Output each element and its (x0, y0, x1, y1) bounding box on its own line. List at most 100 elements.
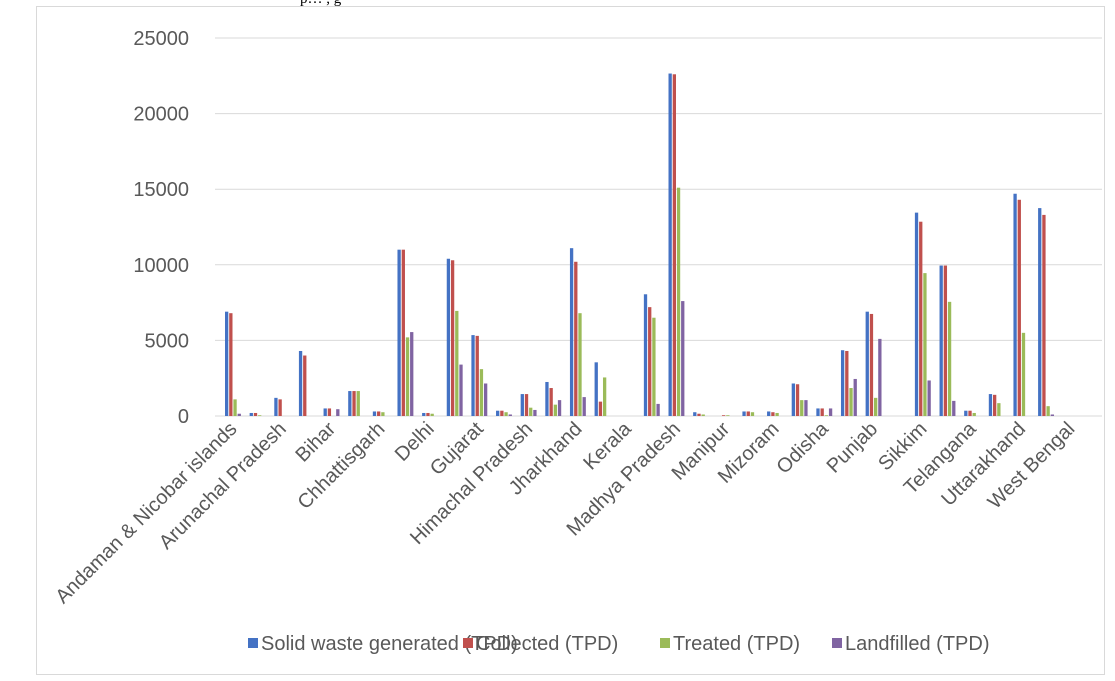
bar (479, 369, 484, 416)
bar (602, 377, 607, 416)
bar (968, 410, 972, 416)
bar (795, 384, 800, 416)
bar (878, 338, 882, 416)
bar (656, 403, 660, 416)
bar (475, 335, 479, 416)
bar (410, 332, 414, 416)
clipped-header-text: p… , g (300, 0, 800, 9)
bar (459, 364, 463, 416)
bar (865, 311, 869, 416)
bar (939, 265, 943, 416)
x-tick-label: Odisha (772, 417, 833, 478)
legend-label: Treated (TPD) (673, 633, 800, 655)
bar (422, 412, 426, 416)
bar (233, 399, 237, 416)
bar (303, 355, 307, 416)
bar (381, 412, 385, 416)
bar (1038, 208, 1042, 416)
bar (767, 411, 771, 416)
bar (430, 413, 434, 416)
bar (405, 337, 410, 416)
bar (553, 404, 558, 416)
legend-label: Landfilled (TPD) (845, 633, 990, 655)
bar (919, 221, 923, 416)
bar (372, 411, 377, 416)
bar (377, 411, 381, 416)
header-text: p… , g (300, 0, 341, 8)
legend-swatch (660, 638, 670, 648)
x-tick-label: Andaman & Nicobar islands (51, 418, 241, 608)
bar (997, 403, 1001, 416)
bar (520, 394, 524, 416)
bar (500, 410, 504, 416)
bar (914, 212, 919, 416)
bar (676, 187, 681, 416)
bar (327, 408, 332, 416)
y-tick-label: 5000 (145, 330, 190, 352)
bar (598, 401, 603, 416)
bar (648, 307, 652, 416)
bar (750, 412, 755, 416)
bar (529, 407, 533, 416)
bars (225, 73, 1054, 417)
bar (923, 273, 927, 416)
bar (668, 73, 672, 417)
legend-swatch (832, 638, 842, 648)
bar (471, 335, 475, 416)
bar (336, 409, 340, 416)
bar (791, 383, 795, 416)
legend-swatch (463, 638, 473, 648)
bar (672, 74, 676, 417)
bar (824, 415, 829, 416)
bar (943, 265, 948, 416)
y-tick-label: 10000 (133, 255, 189, 277)
bar (828, 408, 833, 416)
bar (697, 413, 701, 416)
bar (274, 397, 278, 416)
bar (840, 350, 845, 416)
bar (964, 410, 968, 416)
bar (582, 397, 586, 416)
bar (853, 378, 857, 416)
gridlines (215, 37, 1102, 417)
legend-swatch (248, 638, 258, 648)
bar (237, 413, 241, 416)
bar (524, 394, 529, 416)
bar (549, 388, 553, 416)
bar (258, 415, 262, 416)
bar (742, 411, 746, 416)
bar (1017, 199, 1021, 416)
bar (253, 412, 258, 416)
bar (652, 317, 656, 416)
legend-label: Collected (TPD) (476, 633, 618, 655)
x-tick-label: Punjab (823, 418, 883, 478)
y-tick-label: 0 (178, 406, 189, 428)
bar (278, 399, 282, 416)
bar (1042, 214, 1046, 416)
bar (804, 400, 808, 416)
bar (771, 412, 775, 416)
bar (352, 391, 356, 416)
y-axis: 0 5000 10000 15000 20000 25000 (133, 28, 189, 428)
bar (298, 350, 303, 416)
bar (746, 411, 750, 416)
bar (1050, 414, 1054, 416)
bar (574, 261, 578, 416)
bar (849, 388, 853, 416)
bar (1021, 332, 1026, 416)
bar (323, 408, 327, 416)
bar (726, 415, 730, 416)
bar (225, 311, 229, 416)
bar (820, 408, 824, 416)
bar (348, 391, 352, 416)
legend-label: Solid waste generated (TPD) (261, 633, 518, 655)
bar (952, 400, 956, 416)
bar (845, 350, 849, 416)
bar (993, 394, 997, 416)
bar (229, 313, 233, 416)
bar (594, 362, 598, 416)
bar (557, 400, 562, 416)
bar (927, 380, 931, 416)
